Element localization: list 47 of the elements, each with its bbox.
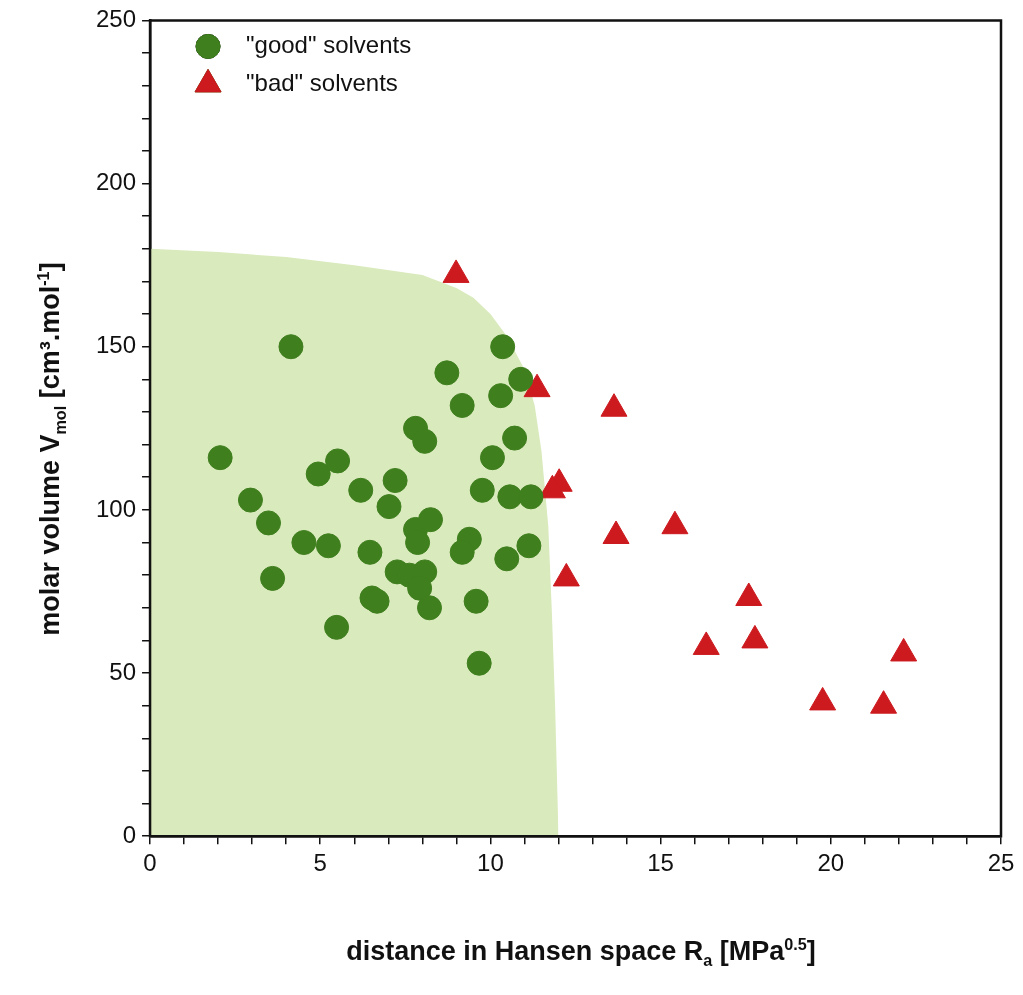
point <box>479 445 505 471</box>
point <box>348 477 374 503</box>
point <box>376 494 402 520</box>
point <box>508 366 534 392</box>
point <box>278 334 304 360</box>
y-tick-label: 50 <box>109 657 137 685</box>
point <box>260 565 286 591</box>
legend-label: "bad" solvents <box>246 69 398 97</box>
point <box>291 530 317 556</box>
point <box>497 484 523 510</box>
point <box>237 487 263 513</box>
point <box>449 392 475 418</box>
point <box>518 484 544 510</box>
y-tick-label: 150 <box>96 331 137 359</box>
x-tick-label: 15 <box>647 849 674 877</box>
x-tick-label: 25 <box>987 849 1015 877</box>
point <box>502 425 528 451</box>
point <box>324 614 350 640</box>
point <box>490 334 516 360</box>
point <box>488 383 514 409</box>
point <box>434 360 460 386</box>
y-tick-label: 250 <box>96 5 137 33</box>
point <box>325 448 351 474</box>
x-tick-label: 0 <box>143 849 157 877</box>
point <box>382 468 408 494</box>
y-tick-label: 200 <box>96 168 137 196</box>
x-tick-label: 5 <box>313 849 327 877</box>
point <box>449 539 475 565</box>
point <box>469 477 495 503</box>
point <box>417 595 442 621</box>
point <box>466 650 492 676</box>
point <box>418 507 444 533</box>
point <box>305 461 331 487</box>
x-axis-title: distance in Hansen space R$_{a}$ [MPa$^{0.5}$] <box>346 935 816 971</box>
point <box>357 539 383 565</box>
point <box>315 533 341 559</box>
point <box>463 588 489 614</box>
x-tick-label: 20 <box>817 849 845 877</box>
legend-label: "good" solvents <box>246 31 412 59</box>
point <box>256 510 281 536</box>
x-tick-label: 10 <box>477 849 504 877</box>
point <box>494 546 520 572</box>
point <box>516 533 542 559</box>
y-tick-label: 0 <box>122 820 137 848</box>
point <box>207 445 233 471</box>
y-tick-label: 100 <box>96 494 137 522</box>
point <box>412 428 438 454</box>
